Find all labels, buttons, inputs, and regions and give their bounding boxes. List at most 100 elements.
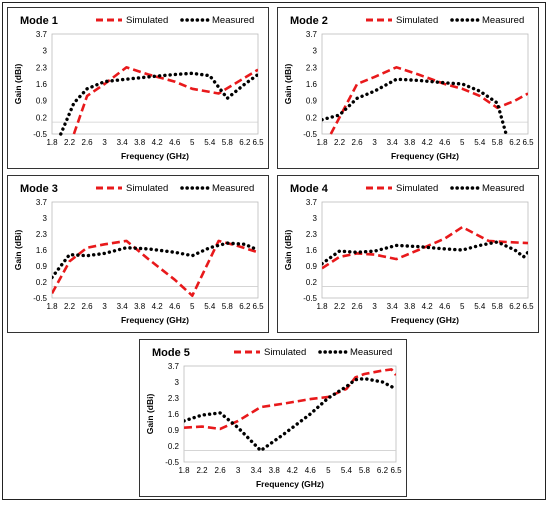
x-tick-label: 2.6 [352,302,364,311]
legend-simulated-label: Simulated [126,15,168,26]
x-tick-label: 3.4 [387,138,399,147]
y-tick-label: -0.5 [303,294,317,303]
panel-mode-2: Mode 2 Simulated Measured 3.7 3 2.3 1.6 0.9 0.2 -… [277,7,539,169]
chart-svg: Mode 5 Simulated Measured 3.7 3 2.3 1.6 0.9 0.2 -… [145,347,402,489]
y-tick-label: -0.5 [165,458,179,467]
x-tick-label: 2.2 [196,466,208,475]
x-tick-label: 3.8 [404,138,416,147]
x-tick-label: 3 [102,302,107,311]
x-tick-label: 1.8 [46,302,58,311]
y-tick-label: 1.6 [306,80,318,89]
y-tick-label: 3 [313,214,318,223]
y-tick-label: 3.7 [306,198,318,207]
y-tick-label: 0.2 [168,442,180,451]
y-tick-label: 3.7 [36,30,48,39]
y-tick-label: -0.5 [33,294,47,303]
x-tick-label: 3.4 [251,466,263,475]
chart-title: Mode 1 [20,15,58,27]
x-tick-label: 6.5 [522,302,534,311]
x-tick-label: 4.6 [305,466,317,475]
x-tick-label: 5 [190,138,195,147]
chart-title: Mode 5 [152,347,190,359]
y-tick-label: 3.7 [306,30,318,39]
y-tick-label: 3.7 [168,362,180,371]
panel-mode-4: Mode 4 Simulated Measured 3.7 3 2.3 1.6 0.9 0.2 -… [277,175,539,333]
x-tick-label: 5.8 [359,466,371,475]
series-simulated-line [329,65,528,135]
x-tick-label: 5.8 [222,302,234,311]
chart-svg: Mode 4 Simulated Measured 3.7 3 2.3 1.6 0.9 0.2 -… [283,183,534,325]
series-measured-line [322,77,508,136]
x-tick-label: 5.4 [474,302,486,311]
legend-measured-label: Measured [212,15,254,26]
x-tick-label: 3 [372,302,377,311]
x-tick-label: 5 [326,466,331,475]
y-axis-label: Gain (dBi) [13,64,23,105]
plot-area [51,201,259,299]
panel-mode-3: Mode 3 Simulated Measured 3.7 3 2.3 1.6 0.9 0.2 -… [7,175,269,333]
x-tick-label: 3.4 [117,302,129,311]
legend-simulated-label: Simulated [126,183,168,194]
y-tick-label: 1.6 [36,80,48,89]
x-tick-label: 5.4 [204,138,216,147]
legend-measured-label: Measured [350,347,392,358]
x-tick-label: 5 [460,302,465,311]
x-axis-label: Frequency (GHz) [121,315,189,325]
x-tick-label: 4.2 [152,138,164,147]
y-tick-label: -0.5 [33,130,47,139]
series-simulated-line [52,239,258,297]
x-tick-label: 2.6 [215,466,227,475]
legend-measured-label: Measured [482,15,524,26]
y-tick-label: 0.9 [306,262,318,271]
legend-simulated-label: Simulated [396,15,438,26]
y-tick-label: 3 [175,378,180,387]
series-measured-line [59,71,258,136]
x-axis-label: Frequency (GHz) [391,151,459,161]
figure-frame: Mode 1 Simulated Measured 3.7 3 2.3 1.6 0.9 0.2 -… [2,2,546,500]
series-simulated-line [184,368,396,431]
x-tick-label: 2.2 [64,302,76,311]
y-tick-label: 0.2 [306,278,318,287]
y-tick-label: 0.2 [306,113,318,122]
x-tick-label: 6.5 [390,466,402,475]
x-tick-label: 4.6 [439,302,451,311]
x-tick-label: 3 [372,138,377,147]
y-tick-label: 1.6 [306,246,318,255]
legend-measured-label: Measured [212,183,254,194]
y-tick-label: 0.9 [36,262,48,271]
y-axis-label: Gain (dBi) [145,394,155,435]
x-tick-label: 1.8 [316,138,328,147]
chart-title: Mode 2 [290,15,328,27]
y-tick-label: 1.6 [168,410,180,419]
chart-title: Mode 3 [20,183,58,195]
y-tick-label: 0.9 [306,97,318,106]
x-tick-label: 2.6 [352,138,364,147]
y-tick-label: 2.3 [36,63,48,72]
x-tick-label: 3 [102,138,107,147]
y-tick-label: 3 [313,47,318,56]
x-axis-label: Frequency (GHz) [256,479,324,489]
x-tick-label: 6.2 [239,138,251,147]
x-tick-label: 5.8 [222,138,234,147]
x-tick-label: 4.6 [169,302,181,311]
x-tick-label: 4.2 [422,138,434,147]
y-axis-label: Gain (dBi) [13,230,23,271]
x-tick-label: 1.8 [46,138,58,147]
x-axis-label: Frequency (GHz) [121,151,189,161]
x-tick-label: 5.4 [341,466,353,475]
x-tick-label: 4.2 [152,302,164,311]
x-tick-label: 5.8 [492,138,504,147]
x-tick-label: 1.8 [178,466,190,475]
x-tick-label: 5.4 [204,302,216,311]
x-tick-label: 6.5 [252,138,264,147]
y-axis-label: Gain (dBi) [283,64,293,105]
y-tick-label: 0.9 [168,426,180,435]
x-tick-label: 3.8 [134,138,146,147]
x-tick-label: 4.2 [287,466,299,475]
x-tick-label: 3.8 [269,466,281,475]
x-tick-label: 6.2 [239,302,251,311]
x-tick-label: 6.5 [522,138,534,147]
plot-area [321,33,529,135]
y-tick-label: 3.7 [36,198,48,207]
x-tick-label: 4.6 [439,138,451,147]
